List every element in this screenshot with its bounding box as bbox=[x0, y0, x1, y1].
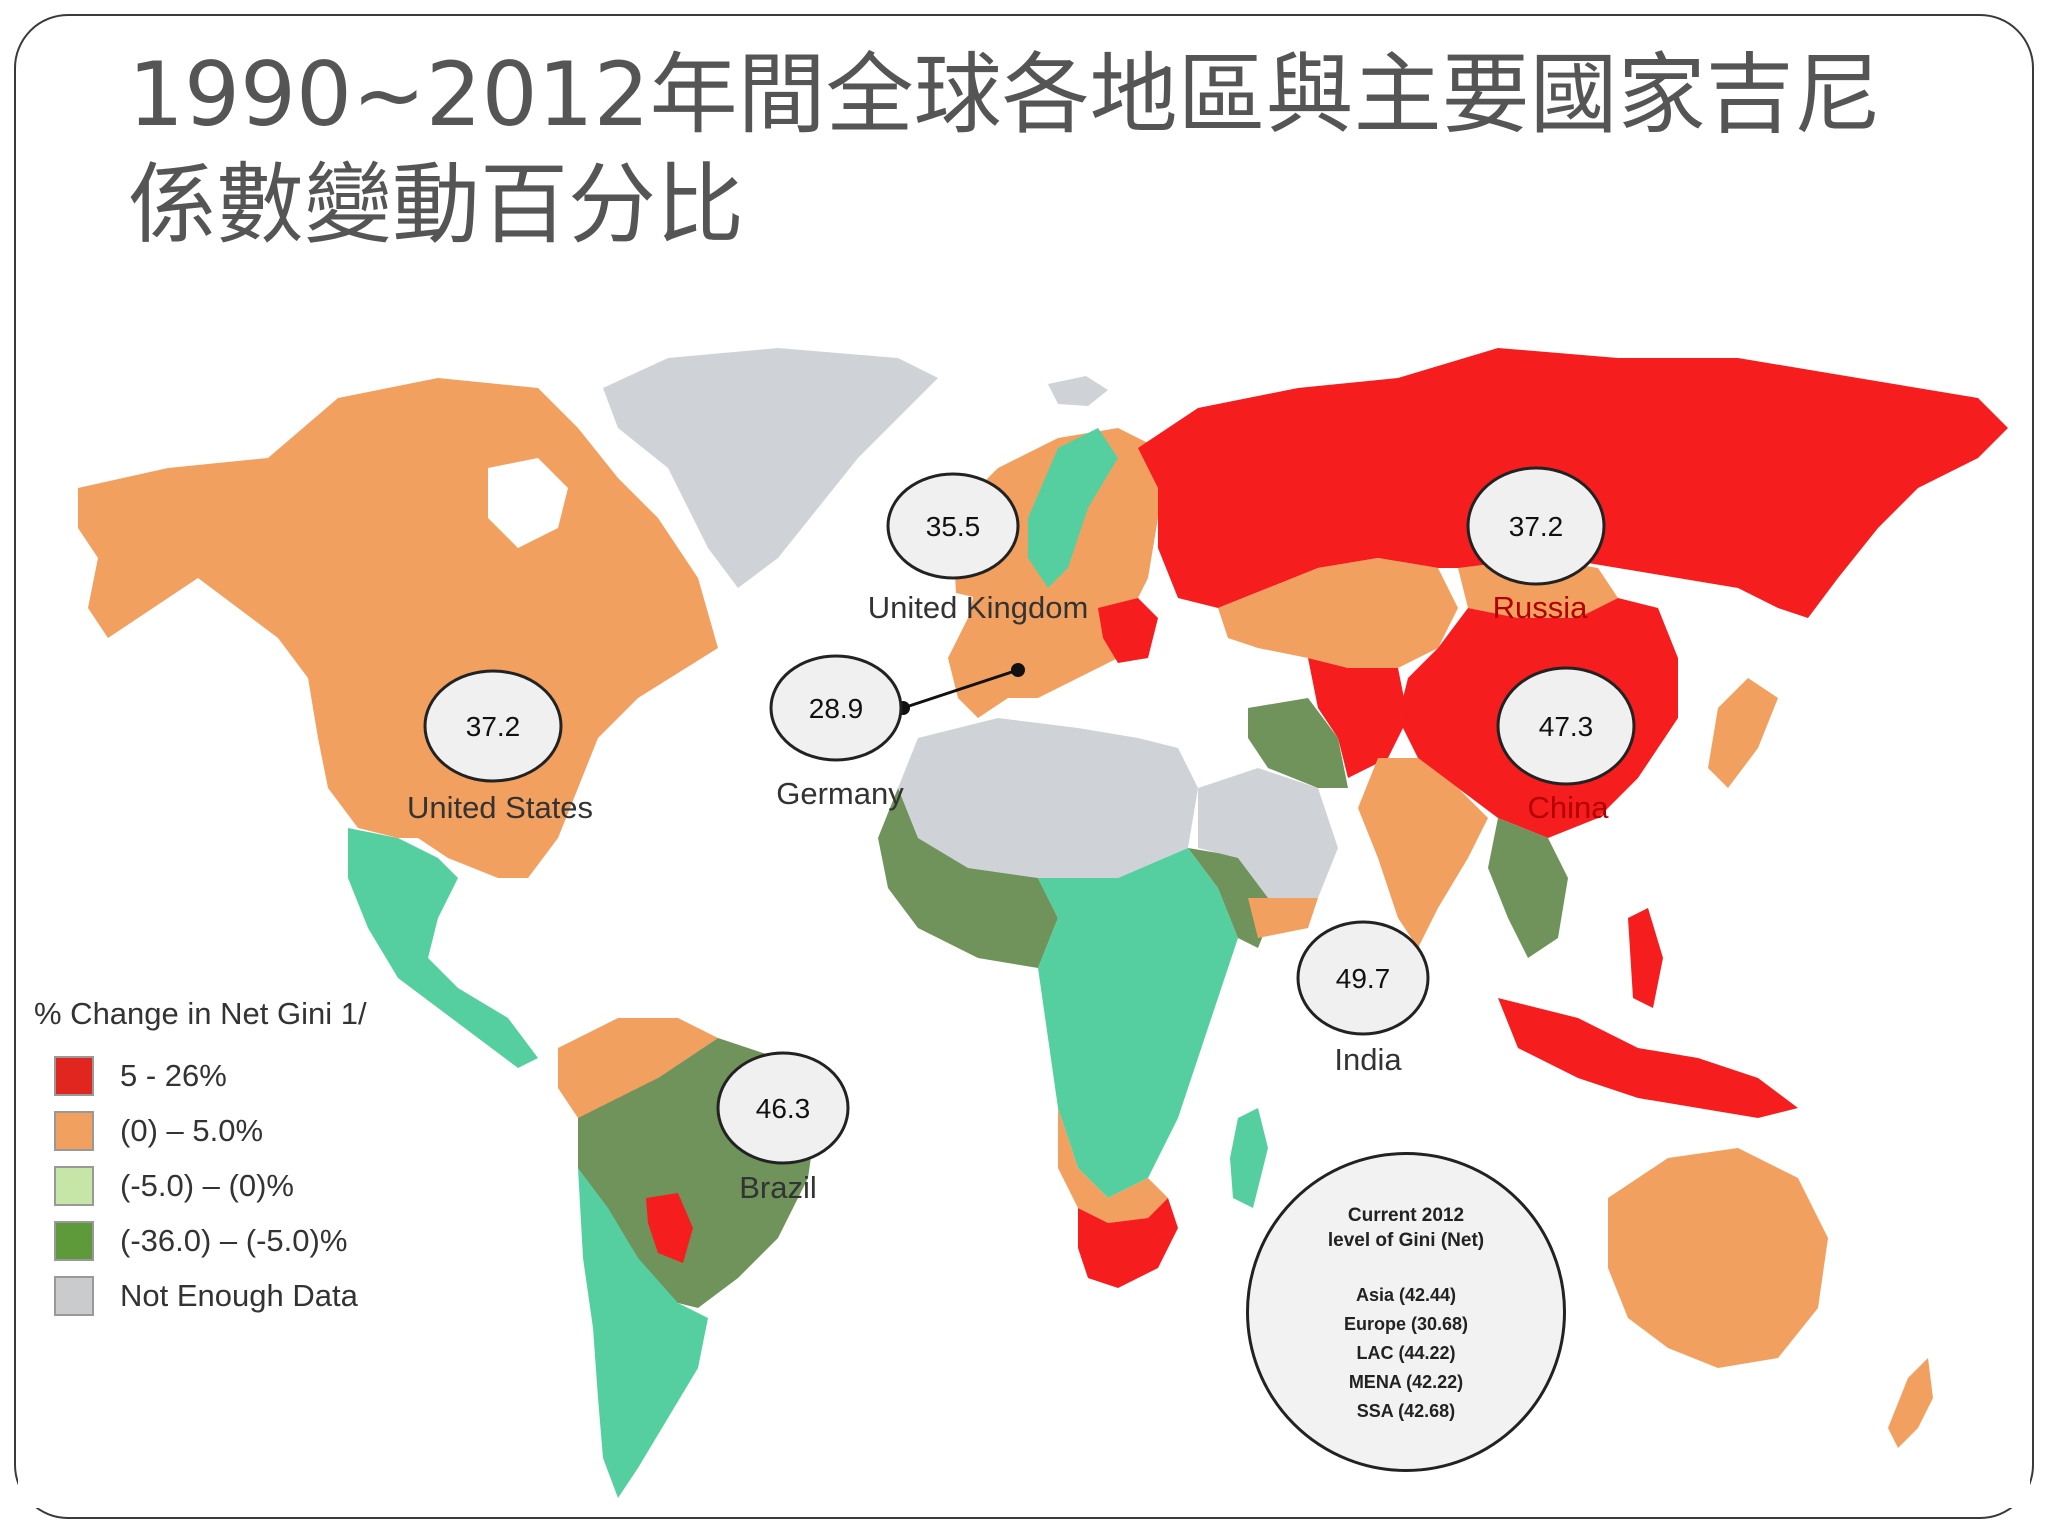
region-middle-east bbox=[1198, 768, 1338, 898]
bubble-germany-country: Germany bbox=[776, 776, 904, 811]
bubble-us-country: United States bbox=[407, 790, 593, 825]
region-southeast-asia bbox=[1488, 818, 1568, 958]
summary-title: Current 2012 level of Gini (Net) bbox=[1249, 1203, 1563, 1253]
bubble-russia-country: Russia bbox=[1493, 590, 1589, 625]
region-north-africa bbox=[898, 718, 1198, 878]
bubble-germany-value: 28.9 bbox=[809, 693, 864, 724]
legend-label: (-5.0) – (0)% bbox=[120, 1168, 294, 1203]
bubble-india-value: 49.7 bbox=[1336, 963, 1391, 994]
bubble-us: 37.2 United States bbox=[407, 669, 593, 825]
region-iceland bbox=[1048, 376, 1108, 406]
legend-item-decrease-low: (-5.0) – (0)% bbox=[34, 1160, 454, 1212]
summary-item-asia: Asia (42.44) bbox=[1355, 1285, 1457, 1305]
region-south-central-asia bbox=[1308, 658, 1408, 778]
summary-item-europe: Europe (30.68) bbox=[1343, 1314, 1469, 1334]
legend-title: % Change in Net Gini 1/ bbox=[34, 996, 367, 1031]
region-eastern-europe bbox=[1098, 598, 1158, 663]
bubble-us-value: 37.2 bbox=[466, 711, 521, 742]
bubble-brazil: 46.3 Brazil bbox=[716, 1051, 850, 1205]
bubble-uk-value: 35.5 bbox=[926, 511, 981, 542]
region-new-zealand bbox=[1888, 1358, 1933, 1448]
legend-item-increase-low: (0) – 5.0% bbox=[34, 1105, 454, 1157]
region-central-america bbox=[348, 828, 538, 1068]
germany-leader-dot-2 bbox=[1011, 663, 1025, 677]
slide-title: 1990~2012年間全球各地區與主要國家吉尼 係數變動百分比 bbox=[128, 40, 1948, 260]
legend-swatch bbox=[54, 1056, 94, 1096]
region-central-asia bbox=[1218, 558, 1458, 668]
region-central-africa bbox=[1038, 848, 1238, 1198]
region-madagascar bbox=[1230, 1108, 1268, 1208]
summary-list: Asia (42.44) Europe (30.68) LAC (44.22) … bbox=[1249, 1281, 1563, 1426]
bubble-germany: 28.9 Germany bbox=[769, 654, 1025, 811]
title-line-1: 1990~2012年間全球各地區與主要國家吉尼 bbox=[128, 43, 1882, 146]
region-indonesia bbox=[1498, 998, 1798, 1118]
summary-title-line-1: Current 2012 bbox=[1347, 1205, 1465, 1226]
bubble-uk-country: United Kingdom bbox=[868, 590, 1089, 625]
summary-item-mena: MENA (42.22) bbox=[1348, 1372, 1464, 1392]
bubble-china-country: China bbox=[1528, 790, 1610, 825]
bubble-india-country: India bbox=[1334, 1042, 1402, 1077]
region-south-america-north bbox=[558, 1018, 718, 1118]
summary-item-lac: LAC (44.22) bbox=[1356, 1343, 1456, 1363]
region-japan bbox=[1708, 678, 1778, 788]
bubble-russia: 37.2 Russia bbox=[1466, 466, 1606, 625]
summary-item-ssa: SSA (42.68) bbox=[1356, 1401, 1456, 1421]
region-north-america bbox=[78, 378, 718, 878]
bubble-china: 47.3 China bbox=[1496, 666, 1636, 825]
region-philippines bbox=[1628, 908, 1663, 1008]
region-scandinavia bbox=[1028, 428, 1118, 588]
summary-title-line-2: level of Gini (Net) bbox=[1327, 1230, 1485, 1251]
legend-label: (-36.0) – (-5.0)% bbox=[120, 1223, 348, 1258]
region-hudson-bay bbox=[488, 458, 568, 548]
legend-label: Not Enough Data bbox=[120, 1278, 358, 1313]
bubble-india: 49.7 India bbox=[1296, 920, 1430, 1077]
region-iran bbox=[1248, 698, 1348, 788]
legend-item-increase-high: 5 - 26% bbox=[34, 1050, 454, 1102]
legend-swatch bbox=[54, 1221, 94, 1261]
region-south-africa bbox=[1078, 1198, 1178, 1288]
region-west-africa bbox=[878, 788, 1058, 968]
bubble-russia-value: 37.2 bbox=[1509, 511, 1564, 542]
gini-summary-circle: Current 2012 level of Gini (Net) Asia (4… bbox=[1246, 1152, 1566, 1472]
legend-label: 5 - 26% bbox=[120, 1058, 227, 1093]
region-india bbox=[1358, 758, 1488, 948]
region-arabia-south bbox=[1248, 898, 1318, 938]
title-line-2: 係數變動百分比 bbox=[128, 153, 745, 256]
germany-leader-line bbox=[902, 668, 1019, 710]
map-legend: % Change in Net Gini 1/ 5 - 26% (0) – 5.… bbox=[34, 996, 454, 1325]
legend-swatch bbox=[54, 1111, 94, 1151]
region-greenland bbox=[603, 348, 938, 588]
region-southern-africa-orange bbox=[1058, 1108, 1168, 1223]
legend-swatch bbox=[54, 1276, 94, 1316]
legend-item-no-data: Not Enough Data bbox=[34, 1270, 454, 1322]
world-map: 35.5 United Kingdom 28.9 Germany 37.2 Un… bbox=[18, 318, 2030, 1508]
region-south-america-south bbox=[578, 1168, 708, 1498]
slide-frame bbox=[14, 14, 2034, 1519]
world-map-svg: 35.5 United Kingdom 28.9 Germany 37.2 Un… bbox=[78, 348, 2008, 1498]
region-australia bbox=[1608, 1148, 1828, 1368]
legend-label: (0) – 5.0% bbox=[120, 1113, 264, 1148]
bubble-brazil-value: 46.3 bbox=[756, 1093, 811, 1124]
bubble-brazil-country: Brazil bbox=[739, 1170, 817, 1205]
legend-swatch bbox=[54, 1166, 94, 1206]
region-paraguay bbox=[646, 1193, 693, 1263]
bubble-china-value: 47.3 bbox=[1539, 711, 1594, 742]
bubble-uk: 35.5 United Kingdom bbox=[868, 472, 1089, 625]
legend-item-decrease-high: (-36.0) – (-5.0)% bbox=[34, 1215, 454, 1267]
